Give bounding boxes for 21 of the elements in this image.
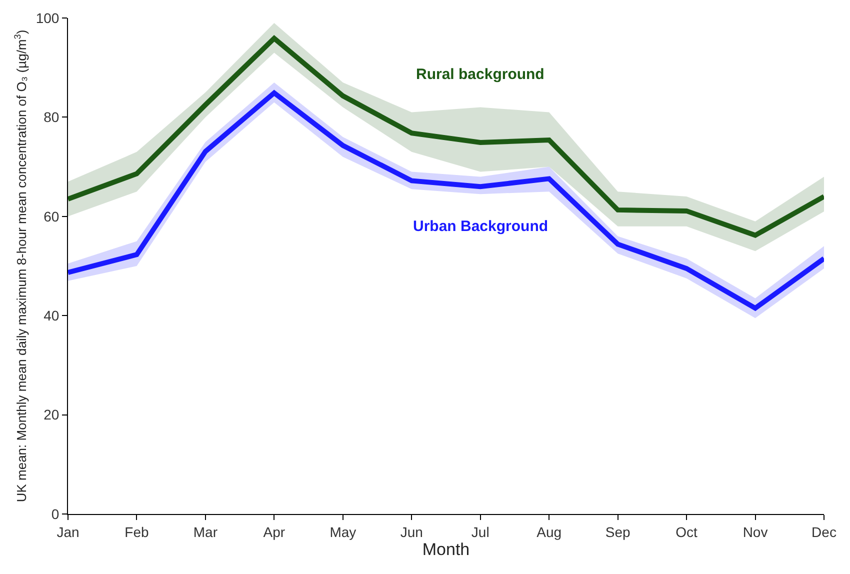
y-tick-label: 20	[44, 406, 60, 423]
x-tick-label: Jul	[471, 524, 490, 540]
x-axis-title: Month	[422, 540, 470, 560]
x-tick-label: Feb	[124, 524, 150, 540]
x-tick-label: Apr	[263, 524, 286, 540]
x-tick-label: Mar	[193, 524, 218, 540]
x-tick-label: Jun	[400, 524, 423, 540]
x-tick-label: Sep	[605, 524, 630, 540]
x-tick-label: Dec	[812, 524, 836, 540]
text: Rural background	[416, 66, 544, 83]
y-tick-label: 0	[51, 506, 60, 522]
x-tick-label: Nov	[742, 524, 768, 540]
y-tick-label: 80	[44, 109, 60, 126]
x-tick-label: May	[330, 524, 356, 540]
series-label: Urban Background	[413, 218, 548, 235]
x-tick-label: Oct	[676, 524, 698, 540]
y-tick-label: 60	[44, 208, 60, 224]
x-tick-label: Aug	[536, 524, 562, 540]
y-tick-label: 40	[44, 308, 60, 324]
y-tick-label: 100	[36, 10, 60, 26]
x-tick-label: Jan	[56, 524, 80, 540]
